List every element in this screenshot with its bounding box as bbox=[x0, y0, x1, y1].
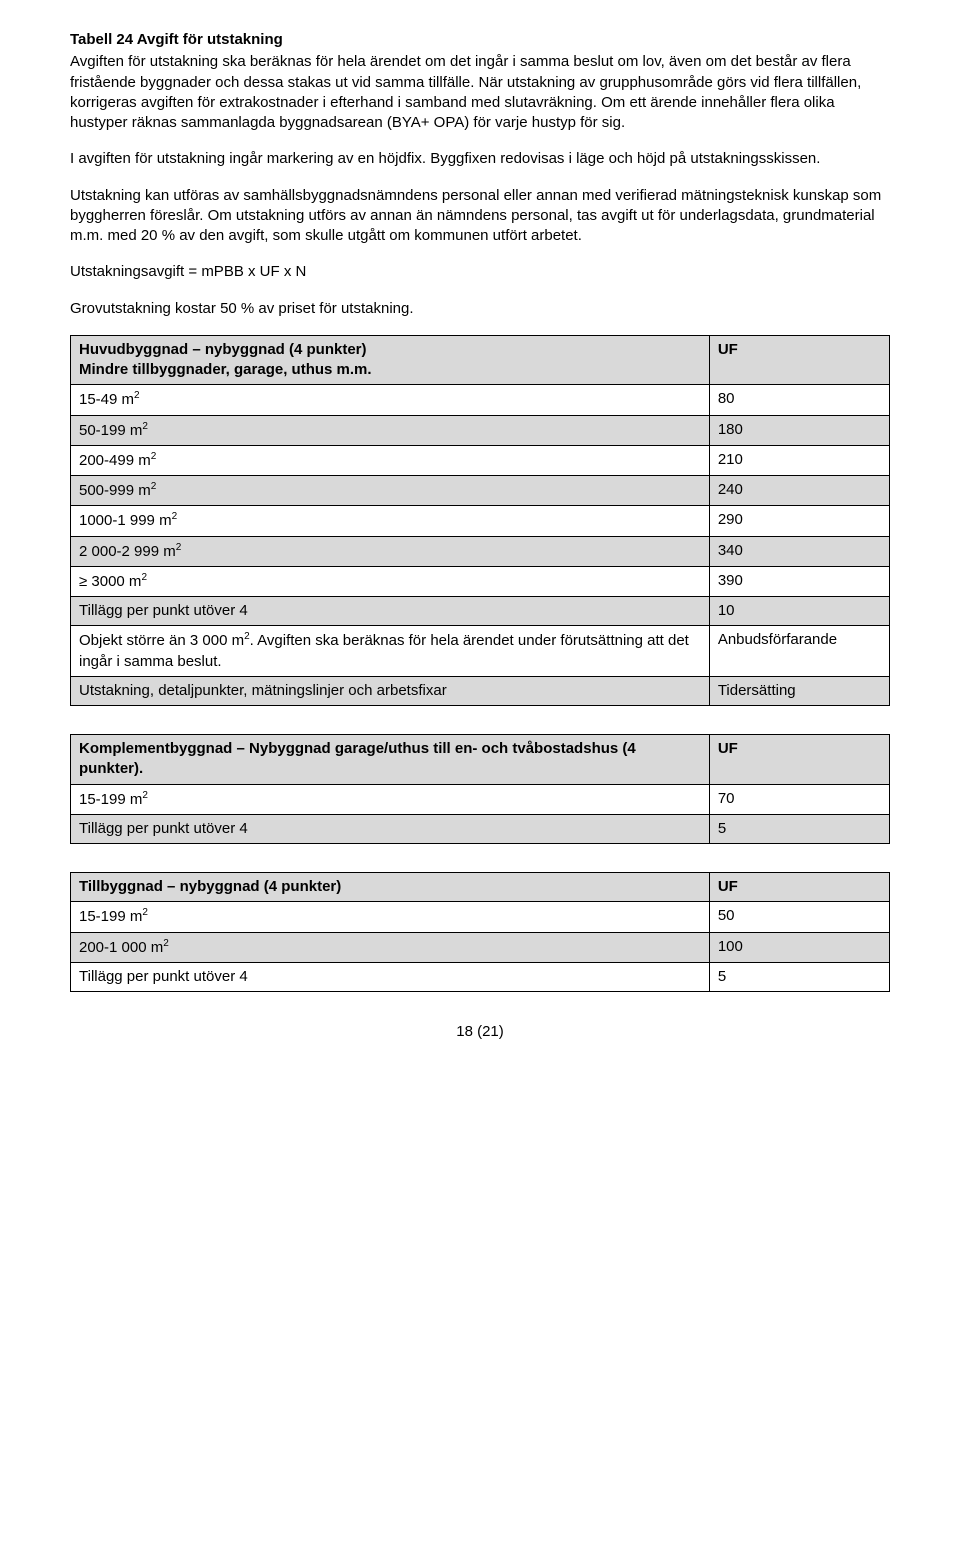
header-line2: Mindre tillbyggnader, garage, uthus m.m. bbox=[79, 361, 372, 378]
paragraph: Grovutstakning kostar 50 % av priset för… bbox=[70, 299, 890, 319]
table-row: Tillägg per punkt utöver 45 bbox=[71, 962, 890, 991]
table-cell-label: 15-199 m2 bbox=[71, 902, 710, 932]
table-body: 15-199 m250200-1 000 m2100Tillägg per pu… bbox=[71, 902, 890, 992]
table-cell-label: 15-199 m2 bbox=[71, 784, 710, 814]
table-cell-label: Tillägg per punkt utöver 4 bbox=[71, 597, 710, 626]
table-row: Tillägg per punkt utöver 45 bbox=[71, 814, 890, 843]
table-main-building: Huvudbyggnad – nybyggnad (4 punkter) Min… bbox=[70, 335, 890, 706]
table-body: 15-49 m28050-199 m2180200-499 m2210500-9… bbox=[71, 385, 890, 706]
table-row: 500-999 m2240 bbox=[71, 476, 890, 506]
table-row: Objekt större än 3 000 m2. Avgiften ska … bbox=[71, 626, 890, 677]
table-header-cell: Huvudbyggnad – nybyggnad (4 punkter) Min… bbox=[71, 335, 710, 385]
document-page: Tabell 24 Avgift för utstakning Avgiften… bbox=[0, 0, 960, 1072]
paragraph: Avgiften för utstakning ska beräknas för… bbox=[70, 52, 890, 133]
table-complement-building: Komplementbyggnad – Nybyggnad garage/uth… bbox=[70, 734, 890, 844]
formula: Utstakningsavgift = mPBB x UF x N bbox=[70, 262, 890, 282]
table-cell-label: 1000-1 999 m2 bbox=[71, 506, 710, 536]
table-cell-label: ≥ 3000 m2 bbox=[71, 566, 710, 596]
table-cell-label: 200-1 000 m2 bbox=[71, 932, 710, 962]
table-cell-label: Tillägg per punkt utöver 4 bbox=[71, 962, 710, 991]
table-cell-value: 390 bbox=[709, 566, 889, 596]
table-cell-label: Tillägg per punkt utöver 4 bbox=[71, 814, 710, 843]
table-row: 2 000-2 999 m2340 bbox=[71, 536, 890, 566]
page-footer: 18 (21) bbox=[70, 1022, 890, 1042]
header-line1: Huvudbyggnad – nybyggnad (4 punkter) bbox=[79, 341, 367, 358]
table-cell-value: 5 bbox=[709, 814, 889, 843]
table-cell-value: 70 bbox=[709, 784, 889, 814]
table-row: Utstakning, detaljpunkter, mätningslinje… bbox=[71, 676, 890, 705]
table-cell-label: 2 000-2 999 m2 bbox=[71, 536, 710, 566]
table-header-cell: Tillbyggnad – nybyggnad (4 punkter) bbox=[71, 873, 710, 902]
table-cell-value: 210 bbox=[709, 445, 889, 475]
table-row: 1000-1 999 m2290 bbox=[71, 506, 890, 536]
table-cell-value: Tidersätting bbox=[709, 676, 889, 705]
table-cell-value: 240 bbox=[709, 476, 889, 506]
table-cell-label: 500-999 m2 bbox=[71, 476, 710, 506]
table-cell-value: Anbudsförfarande bbox=[709, 626, 889, 677]
table-cell-label: 15-49 m2 bbox=[71, 385, 710, 415]
table-cell-value: 290 bbox=[709, 506, 889, 536]
table-cell-label: Utstakning, detaljpunkter, mätningslinje… bbox=[71, 676, 710, 705]
table-header-cell: UF bbox=[709, 873, 889, 902]
paragraph: Utstakning kan utföras av samhällsbyggna… bbox=[70, 186, 890, 247]
table-cell-label: 200-499 m2 bbox=[71, 445, 710, 475]
table-row: 15-49 m280 bbox=[71, 385, 890, 415]
table-cell-value: 100 bbox=[709, 932, 889, 962]
table-header-cell: UF bbox=[709, 735, 889, 785]
table-cell-value: 5 bbox=[709, 962, 889, 991]
table-row: Tillägg per punkt utöver 410 bbox=[71, 597, 890, 626]
table-cell-value: 10 bbox=[709, 597, 889, 626]
table-extension: Tillbyggnad – nybyggnad (4 punkter) UF 1… bbox=[70, 872, 890, 992]
table-header-cell: Komplementbyggnad – Nybyggnad garage/uth… bbox=[71, 735, 710, 785]
page-title: Tabell 24 Avgift för utstakning bbox=[70, 30, 890, 50]
table-body: 15-199 m270Tillägg per punkt utöver 45 bbox=[71, 784, 890, 844]
paragraph: I avgiften för utstakning ingår markerin… bbox=[70, 149, 890, 169]
table-cell-value: 340 bbox=[709, 536, 889, 566]
table-cell-label: Objekt större än 3 000 m2. Avgiften ska … bbox=[71, 626, 710, 677]
table-row: 50-199 m2180 bbox=[71, 415, 890, 445]
table-cell-label: 50-199 m2 bbox=[71, 415, 710, 445]
table-row: 15-199 m250 bbox=[71, 902, 890, 932]
table-row: 15-199 m270 bbox=[71, 784, 890, 814]
table-header-cell: UF bbox=[709, 335, 889, 385]
table-row: 200-499 m2210 bbox=[71, 445, 890, 475]
table-cell-value: 80 bbox=[709, 385, 889, 415]
table-row: ≥ 3000 m2390 bbox=[71, 566, 890, 596]
table-row: 200-1 000 m2100 bbox=[71, 932, 890, 962]
table-cell-value: 50 bbox=[709, 902, 889, 932]
table-cell-value: 180 bbox=[709, 415, 889, 445]
